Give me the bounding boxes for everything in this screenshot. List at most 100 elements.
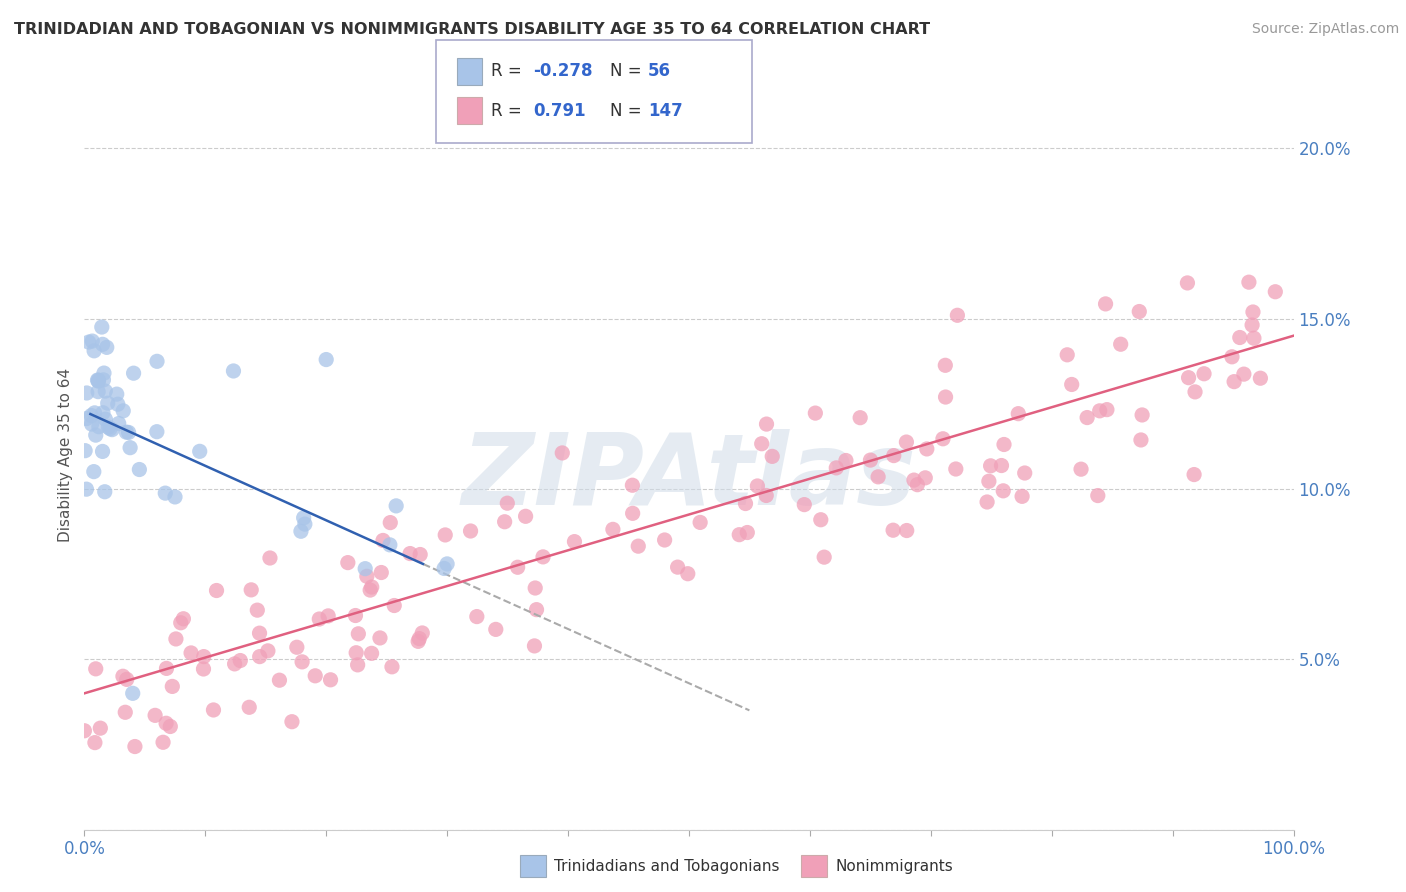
Point [411, 626, 433, 640]
Point [346, 657, 368, 672]
Point [146, 354, 169, 368]
Point [76, 411, 98, 425]
Text: R =: R = [491, 102, 527, 120]
Point [747, 479, 769, 493]
Point [82, 334, 104, 348]
Point [460, 524, 482, 538]
Point [281, 714, 304, 729]
Text: ZIPAtlas: ZIPAtlas [461, 429, 917, 526]
Point [793, 498, 815, 512]
Point [976, 495, 998, 509]
Point [356, 569, 378, 583]
Point [1249, 371, 1271, 385]
Point [381, 660, 404, 674]
Point [89, 721, 111, 735]
Point [188, 444, 211, 458]
Point [1243, 331, 1265, 345]
Point [259, 551, 281, 566]
Point [115, 425, 138, 439]
Point [945, 462, 967, 476]
Point [385, 499, 408, 513]
Point [825, 461, 848, 475]
Point [83, 343, 105, 358]
Point [934, 359, 956, 373]
Point [222, 364, 245, 378]
Text: 147: 147 [648, 102, 683, 120]
Point [112, 404, 135, 418]
Point [93, 373, 115, 387]
Point [436, 557, 458, 571]
Point [165, 632, 187, 646]
Point [107, 417, 129, 431]
Point [896, 524, 918, 538]
Point [380, 516, 402, 530]
Point [755, 488, 778, 502]
Point [124, 739, 146, 754]
Point [87, 374, 110, 388]
Point [977, 475, 1000, 489]
Point [935, 390, 957, 404]
Text: R =: R = [491, 62, 527, 80]
Point [1192, 367, 1215, 381]
Point [1264, 285, 1286, 299]
Point [1094, 297, 1116, 311]
Text: N =: N = [610, 62, 647, 80]
Point [94, 412, 117, 426]
Point [77, 335, 100, 350]
Point [409, 548, 432, 562]
Point [980, 458, 1002, 473]
Point [1070, 462, 1092, 476]
Point [308, 612, 330, 626]
Point [621, 506, 644, 520]
Point [105, 387, 128, 401]
Point [114, 706, 136, 720]
Point [91, 337, 114, 351]
Point [654, 533, 676, 547]
Point [1128, 304, 1150, 318]
Point [1223, 375, 1246, 389]
Point [155, 486, 177, 500]
Point [347, 627, 370, 641]
Point [813, 550, 835, 565]
Point [143, 708, 166, 723]
Point [1130, 408, 1153, 422]
Point [1109, 337, 1132, 351]
Point [249, 626, 271, 640]
Point [408, 632, 430, 646]
Point [494, 515, 516, 529]
Point [84, 428, 107, 442]
Point [91, 406, 114, 420]
Point [1233, 367, 1256, 381]
Point [193, 649, 215, 664]
Point [551, 446, 574, 460]
Point [336, 556, 359, 570]
Point [80, 417, 103, 431]
Point [87, 384, 110, 399]
Point [93, 366, 115, 380]
Point [564, 534, 586, 549]
Point [755, 417, 778, 431]
Point [523, 639, 546, 653]
Point [914, 471, 936, 485]
Text: Trinidadians and Tobagonians: Trinidadians and Tobagonians [554, 859, 779, 873]
Point [290, 524, 312, 539]
Point [344, 608, 367, 623]
Point [111, 669, 134, 683]
Point [666, 560, 689, 574]
Point [371, 533, 394, 548]
Point [1241, 318, 1264, 332]
Point [835, 453, 858, 467]
Text: Nonimmigrants: Nonimmigrants [835, 859, 953, 873]
Point [496, 496, 519, 510]
Point [76, 386, 98, 401]
Point [915, 442, 938, 456]
Y-axis label: Disability Age 35 to 64: Disability Age 35 to 64 [58, 368, 73, 542]
Point [1229, 330, 1251, 344]
Point [94, 384, 117, 398]
Point [205, 583, 228, 598]
Point [121, 686, 143, 700]
Point [90, 320, 112, 334]
Point [359, 583, 381, 598]
Point [91, 444, 114, 458]
Point [316, 608, 339, 623]
